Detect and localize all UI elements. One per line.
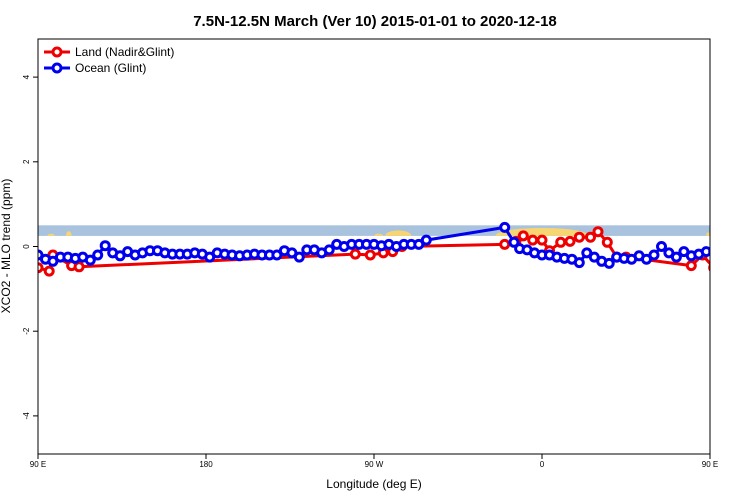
x-tick-label: 90 E	[702, 460, 718, 469]
land-data-point	[573, 231, 585, 243]
land-data-point	[364, 249, 376, 261]
land-data-point	[73, 261, 85, 273]
land-data-point	[499, 238, 511, 250]
legend-land-marker	[51, 46, 63, 58]
ocean-data-point	[92, 249, 104, 261]
x-axis-label: Longitude (deg E)	[326, 477, 421, 491]
ocean-data-point	[708, 247, 710, 256]
chart-title: 7.5N-12.5N March (Ver 10) 2015-01-01 to …	[193, 13, 557, 30]
ocean-data-point	[648, 249, 660, 261]
y-tick-label: 4	[22, 74, 31, 79]
ocean-data-point	[420, 234, 432, 246]
legend-land-label: Land (Nadir&Glint)	[75, 45, 174, 59]
land-data-point	[601, 236, 613, 248]
plot-area	[38, 221, 750, 277]
legend-ocean-marker	[51, 62, 63, 74]
y-tick-label: -4	[22, 412, 31, 420]
legend-ocean-label: Ocean (Glint)	[75, 61, 146, 75]
x-tick-label: 180	[199, 460, 213, 469]
x-tick-label: 90 E	[30, 460, 46, 469]
ocean-data-point	[99, 240, 111, 252]
land-data-point	[43, 265, 55, 277]
ocean-data-point	[700, 246, 710, 258]
land-data-point	[685, 260, 697, 272]
landmass-shape	[374, 233, 384, 236]
y-axis-label: XCO2 - MLO trend (ppm)	[0, 179, 13, 314]
ocean-data-point	[573, 257, 585, 269]
x-axis: 90 E 180 90 W 0 90 E	[30, 454, 718, 469]
x-tick-label: 0	[540, 460, 545, 469]
ocean-data-point	[656, 241, 667, 252]
ocean-data-point	[84, 254, 96, 266]
landmass-shape	[385, 230, 412, 236]
land-data-point	[555, 236, 567, 248]
land-data-point	[736, 251, 744, 259]
ocean-data-point	[271, 249, 283, 261]
land-data-point	[592, 226, 604, 238]
landmass-shape	[47, 233, 55, 236]
x-tick-label: 90 W	[365, 460, 384, 469]
land-data-point	[564, 235, 576, 247]
landmass-shape	[740, 231, 750, 236]
land-data-point	[349, 248, 361, 260]
land-data-point	[527, 234, 539, 246]
ocean-data-point	[323, 244, 335, 256]
land-data-point	[517, 230, 529, 242]
land-data-point	[708, 263, 710, 272]
y-tick-label: -2	[22, 327, 31, 335]
y-tick-label: 2	[22, 159, 31, 164]
latitude-band	[38, 225, 710, 236]
land-data-point	[585, 231, 596, 243]
land-data-point	[38, 262, 44, 274]
land-data-point	[536, 234, 548, 246]
y-tick-label: 0	[22, 244, 31, 249]
ocean-data-point	[670, 251, 682, 263]
ocean-data-point	[717, 249, 725, 257]
land-data-point	[728, 267, 736, 275]
landmass-shape	[66, 231, 72, 236]
legend: Land (Nadir&Glint) Ocean (Glint)	[44, 45, 174, 75]
y-axis: -4 -2 0 2 4	[22, 74, 38, 419]
ocean-data-point	[413, 238, 425, 250]
landmass-shape	[719, 231, 725, 236]
landmass-shape	[706, 232, 710, 236]
ocean-data-point	[603, 257, 615, 269]
ocean-data-point	[499, 221, 511, 233]
ocean-data-point	[508, 236, 520, 248]
ocean-data-point	[293, 251, 305, 263]
plot-inner	[38, 221, 750, 277]
